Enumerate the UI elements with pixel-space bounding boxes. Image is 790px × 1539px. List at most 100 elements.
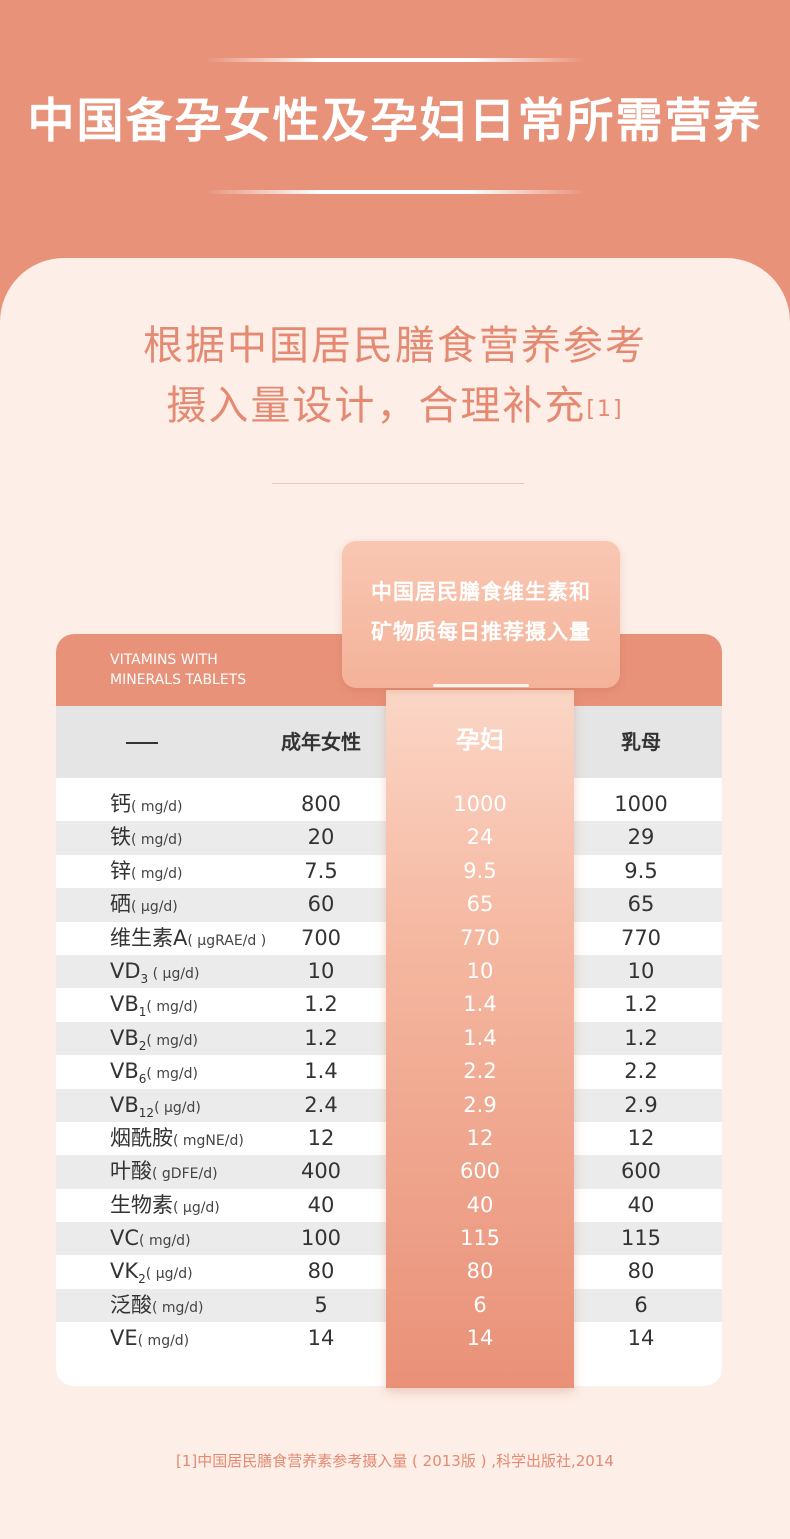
table-row: 烟酰胺( mgNE/d) 12 12 <box>56 1122 722 1155</box>
adult-value: 60 <box>307 892 335 917</box>
decorative-line-bottom <box>205 190 585 194</box>
highlight-tab-notch <box>433 684 529 687</box>
adult-value: 100 <box>300 1226 342 1251</box>
pregnant-value: 2.9 <box>463 1092 497 1117</box>
nursing-value: 6 <box>634 1292 648 1317</box>
nutrient-unit: ( mgNE/d) <box>173 1132 244 1149</box>
pregnant-value: 1.4 <box>463 1025 497 1050</box>
pregnant-value: 40 <box>466 1192 494 1217</box>
nutrient-label: VK <box>110 1259 139 1284</box>
nutrient-name: 泛酸( mg/d) <box>110 1289 204 1322</box>
adult-value: 800 <box>300 792 342 816</box>
pregnant-value: 12 <box>466 1125 494 1150</box>
nutrient-subscript: 12 <box>138 1105 155 1120</box>
nutrient-label: VB <box>110 1059 139 1084</box>
nutrient-name: 生物素( μg/d) <box>110 1189 220 1222</box>
pregnant-value: 10 <box>466 958 494 983</box>
nutrient-name: VB1( mg/d) <box>110 988 198 1021</box>
pregnant-row: 770 <box>56 922 722 955</box>
pregnant-row: 10 <box>56 955 722 988</box>
pregnant-row: 14 <box>56 1322 722 1355</box>
nursing-value: 2.2 <box>624 1059 658 1084</box>
reference-marker: [1] <box>586 397 624 422</box>
table-row: 锌( mg/d) 7.5 9.5 <box>56 855 722 888</box>
adult-value: 700 <box>300 925 342 950</box>
nutrient-unit: ( μgRAE/d ) <box>187 932 267 949</box>
pregnant-row: 6 <box>56 1289 722 1322</box>
nursing-value: 12 <box>627 1125 655 1150</box>
nursing-value: 115 <box>620 1226 662 1251</box>
subtitle-line2-text: 摄入量设计，合理补充 <box>166 383 587 429</box>
pregnant-value: 770 <box>459 925 501 950</box>
column-header-nursing: 乳母 <box>621 730 661 754</box>
pregnant-row: 115 <box>56 1222 722 1255</box>
nursing-value: 40 <box>627 1192 655 1217</box>
nutrient-unit: ( μg/d) <box>148 965 200 982</box>
nutrient-label: VE <box>110 1326 138 1351</box>
pregnant-row: 12 <box>56 1122 722 1155</box>
highlight-tab-line2: 矿物质每日推荐摄入量 <box>371 620 591 644</box>
nutrient-subscript: 2 <box>138 1038 147 1053</box>
highlight-tab <box>342 541 620 688</box>
nutrient-label: 泛酸 <box>110 1292 152 1317</box>
nutrient-name: VB2( mg/d) <box>110 1022 198 1055</box>
pregnant-row: 2.9 <box>56 1089 722 1122</box>
pregnant-value: 1000 <box>453 792 507 816</box>
table-tag: VITAMINS WITH MINERALS TABLETS <box>110 650 246 690</box>
pregnant-value: 65 <box>466 892 494 917</box>
nutrient-name: 硒( μg/d) <box>110 888 178 921</box>
nutrient-unit: ( mg/d) <box>131 799 183 815</box>
column-header-dash <box>126 742 158 744</box>
nutrient-name: 维生素A( μgRAE/d ) <box>110 922 266 955</box>
table-row: 生物素( μg/d) 40 40 <box>56 1189 722 1222</box>
table-tag-line1: VITAMINS WITH <box>110 652 218 668</box>
nutrient-unit: ( mg/d) <box>152 1299 204 1316</box>
nursing-value: 1.2 <box>624 992 658 1017</box>
pregnant-row: 600 <box>56 1155 722 1188</box>
adult-value: 80 <box>307 1259 335 1284</box>
nutrient-name: VD3 ( μg/d) <box>110 955 199 988</box>
nursing-value: 9.5 <box>624 858 658 883</box>
adult-value: 1.2 <box>304 992 338 1017</box>
highlight-tab-line1: 中国居民膳食维生素和 <box>371 580 591 604</box>
pregnant-row: 24 <box>56 821 722 854</box>
nutrient-subscript: 2 <box>138 1272 146 1287</box>
nursing-value: 2.9 <box>624 1092 658 1117</box>
nutrient-unit: ( mg/d) <box>146 999 198 1016</box>
nutrient-name: VC( mg/d) <box>110 1222 191 1255</box>
divider <box>272 483 524 484</box>
page-title: 中国备孕女性及孕妇日常所需营养 <box>27 94 763 149</box>
nutrient-label: VC <box>110 1226 140 1251</box>
nutrient-unit: ( mg/d) <box>146 1032 198 1049</box>
highlight-column <box>386 690 574 1388</box>
adult-value: 1.4 <box>304 1059 338 1084</box>
nutrient-label: 钙 <box>110 792 131 816</box>
table-row: 钙( mg/d) 800 1000 <box>56 788 722 821</box>
nursing-value: 65 <box>627 892 655 917</box>
nutrient-name: 锌( mg/d) <box>110 855 183 888</box>
nutrient-label: 硒 <box>110 892 131 917</box>
nursing-value: 10 <box>627 958 655 983</box>
pregnant-row: 9.5 <box>56 855 722 888</box>
pregnant-row: 2.2 <box>56 1055 722 1088</box>
pregnant-value: 14 <box>466 1326 494 1351</box>
nutrient-unit: ( μg/d) <box>173 1199 220 1216</box>
pregnant-value: 80 <box>466 1259 494 1284</box>
nutrient-subscript: 6 <box>138 1072 147 1087</box>
nutrient-unit: ( mg/d) <box>146 1066 198 1083</box>
nutrient-name: VE( mg/d) <box>110 1322 189 1355</box>
table-row: 维生素A( μgRAE/d ) 700 770 <box>56 922 722 955</box>
decorative-line-top <box>205 58 585 62</box>
nutrient-unit: ( mg/d) <box>131 865 183 882</box>
pregnant-values: 1000 24 9.5 65 770 10 1.4 1.4 2.2 2.9 12 600 40 115 80… <box>56 788 722 1356</box>
nursing-value: 1.2 <box>624 1025 658 1050</box>
adult-value: 20 <box>307 825 335 850</box>
adult-value: 7.5 <box>304 858 338 883</box>
adult-value: 40 <box>307 1192 335 1217</box>
nursing-value: 770 <box>620 925 662 950</box>
nutrient-name: 铁( mg/d) <box>110 821 183 854</box>
nutrient-name: VB6( mg/d) <box>110 1055 198 1088</box>
nutrient-label: VB <box>110 992 139 1017</box>
nursing-value: 600 <box>620 1159 662 1184</box>
adult-value: 14 <box>307 1326 335 1351</box>
